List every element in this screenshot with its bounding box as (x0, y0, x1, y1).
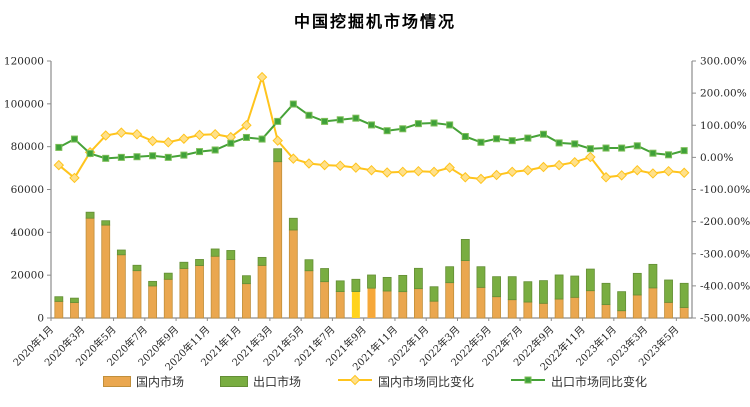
export-yoy-line-swatch-icon (510, 374, 546, 389)
svg-text:20000: 20000 (11, 270, 44, 282)
svg-text:-400.00%: -400.00% (700, 280, 750, 292)
svg-text:100.00%: 100.00% (700, 120, 747, 132)
svg-text:-200.00%: -200.00% (700, 216, 750, 228)
svg-text:-500.00%: -500.00% (700, 313, 750, 325)
svg-text:40000: 40000 (11, 227, 44, 239)
svg-text:0.00%: 0.00% (700, 152, 733, 164)
svg-text:300.00%: 300.00% (700, 56, 747, 68)
svg-text:100000: 100000 (4, 98, 44, 110)
svg-text:-100.00%: -100.00% (700, 184, 750, 196)
svg-text:80000: 80000 (11, 141, 44, 153)
legend-label: 国内市场 (135, 375, 184, 389)
legend-label: 国内市场同比变化 (378, 375, 475, 389)
legend-item-export-yoy: 出口市场同比变化 (510, 373, 647, 390)
export-market-bar-swatch-icon (219, 376, 248, 387)
svg-text:60000: 60000 (11, 184, 44, 196)
legend-item-domestic-market: 国内市场 (102, 373, 184, 390)
domestic-yoy-line-swatch-icon (337, 374, 373, 389)
legend-label: 出口市场同比变化 (551, 375, 648, 389)
domestic-market-bar-swatch-icon (102, 376, 131, 387)
chart-legend: 国内市场 出口市场 国内市场同比变化 出口市场同比变化 (0, 373, 750, 390)
svg-text:0: 0 (37, 313, 44, 325)
legend-item-export-market: 出口市场 (219, 373, 301, 390)
legend-label: 出口市场 (252, 375, 301, 389)
svg-text:200.00%: 200.00% (700, 88, 747, 100)
svg-text:120000: 120000 (4, 56, 44, 68)
svg-text:-300.00%: -300.00% (700, 248, 750, 260)
chart-title: 中国挖掘机市场情况 (293, 12, 456, 31)
legend-item-domestic-yoy: 国内市场同比变化 (337, 373, 474, 390)
